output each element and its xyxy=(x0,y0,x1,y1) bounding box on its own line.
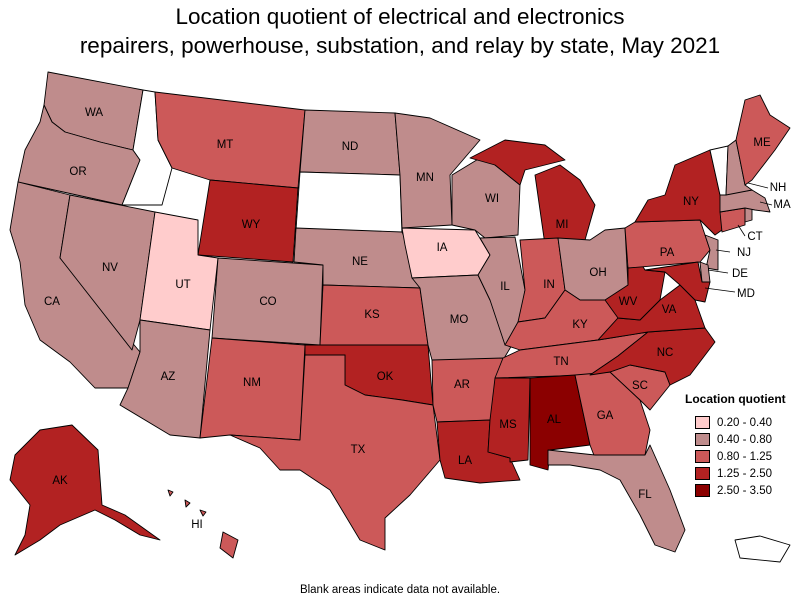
state-az[interactable] xyxy=(119,319,211,439)
state-nv[interactable] xyxy=(59,194,156,351)
label-de: DE xyxy=(732,268,748,280)
label-wi: WI xyxy=(485,193,499,205)
label-ia: IA xyxy=(437,242,448,254)
label-ny: NY xyxy=(683,196,699,208)
state-mn[interactable] xyxy=(394,112,481,229)
state-wy[interactable] xyxy=(197,179,299,263)
state-oh[interactable] xyxy=(557,227,629,301)
label-ar: AR xyxy=(454,379,470,391)
label-hi: HI xyxy=(191,519,203,531)
legend-item: 2.50 - 3.50 xyxy=(695,482,800,499)
label-oh: OH xyxy=(589,267,606,279)
legend-label: 1.25 - 2.50 xyxy=(717,467,772,480)
state-me[interactable] xyxy=(735,94,791,186)
label-ct: CT xyxy=(747,231,762,243)
label-ok: OK xyxy=(377,371,394,383)
legend-item: 0.80 - 1.25 xyxy=(695,448,800,465)
legend-item: 1.25 - 2.50 xyxy=(695,465,800,482)
state-mi[interactable] xyxy=(469,139,596,246)
legend-item: 0.20 - 0.40 xyxy=(695,414,800,431)
label-ne: NE xyxy=(352,256,368,268)
state-nc[interactable] xyxy=(589,327,716,386)
label-sc: SC xyxy=(632,380,648,392)
footnote: Blank areas indicate data not available. xyxy=(299,584,501,596)
legend-item: 0.40 - 0.80 xyxy=(695,431,800,448)
legend-swatch xyxy=(695,433,710,446)
label-va: VA xyxy=(662,304,677,316)
label-nh: NH xyxy=(770,182,787,194)
state-tx[interactable] xyxy=(229,354,441,551)
label-pa: PA xyxy=(660,247,675,259)
title-line-2: repairers, powerhouse, substation, and r… xyxy=(79,33,721,58)
label-me: ME xyxy=(753,137,771,149)
legend-title: Location quotient xyxy=(685,392,786,406)
state-fl[interactable] xyxy=(547,444,686,553)
label-nd: ND xyxy=(342,141,359,153)
state-sd[interactable] xyxy=(295,171,403,236)
label-tn: TN xyxy=(553,356,568,368)
state-labels: WA OR CA NV MT WY UT AZ CO NM ND NE KS O… xyxy=(44,107,791,531)
state-hi[interactable] xyxy=(167,489,239,559)
label-az: AZ xyxy=(161,371,176,383)
label-tx: TX xyxy=(351,444,366,456)
map-title: Location quotient of electrical and elec… xyxy=(0,2,800,60)
label-wy: WY xyxy=(242,219,261,231)
label-fl: FL xyxy=(638,489,652,501)
label-leader-lines xyxy=(704,182,773,293)
label-mt: MT xyxy=(217,139,234,151)
legend-swatch xyxy=(695,484,710,497)
label-al: AL xyxy=(547,414,562,426)
label-ak: AK xyxy=(52,475,68,487)
legend-swatch xyxy=(695,450,710,463)
legend: Location quotient 0.20 - 0.40 0.40 - 0.8… xyxy=(685,392,800,499)
label-wa: WA xyxy=(85,107,103,119)
label-nj: NJ xyxy=(737,247,751,259)
state-pr[interactable] xyxy=(734,535,791,563)
legend-label: 0.40 - 0.80 xyxy=(717,433,772,446)
legend-swatch xyxy=(695,416,710,429)
label-ma: MA xyxy=(773,199,791,211)
state-ma[interactable] xyxy=(719,189,771,213)
label-ky: KY xyxy=(572,319,588,331)
state-ak[interactable] xyxy=(9,424,161,556)
label-mo: MO xyxy=(450,314,469,326)
legend-label: 0.20 - 0.40 xyxy=(717,416,772,429)
label-wv: WV xyxy=(619,296,638,308)
label-ga: GA xyxy=(597,410,614,422)
state-pa[interactable] xyxy=(624,219,711,269)
label-ut: UT xyxy=(175,279,190,291)
state-md[interactable] xyxy=(644,261,711,303)
label-md: MD xyxy=(737,288,755,300)
state-nj[interactable] xyxy=(704,234,719,271)
label-ms: MS xyxy=(499,419,517,431)
label-la: LA xyxy=(458,455,472,467)
legend-swatch xyxy=(695,467,710,480)
label-or: OR xyxy=(69,166,86,178)
legend-label: 0.80 - 1.25 xyxy=(717,450,772,463)
label-nm: NM xyxy=(243,377,261,389)
label-ca: CA xyxy=(44,296,60,308)
label-nv: NV xyxy=(102,262,118,274)
label-nc: NC xyxy=(657,347,674,359)
legend-label: 2.50 - 3.50 xyxy=(717,484,772,497)
label-mn: MN xyxy=(416,172,434,184)
state-ri[interactable] xyxy=(744,207,753,223)
label-in: IN xyxy=(543,279,555,291)
title-line-1: Location quotient of electrical and elec… xyxy=(175,4,625,29)
label-co: CO xyxy=(259,296,276,308)
label-mi: MI xyxy=(556,219,569,231)
state-nh[interactable] xyxy=(725,139,753,196)
label-il: IL xyxy=(500,281,510,293)
label-ks: KS xyxy=(364,309,380,321)
